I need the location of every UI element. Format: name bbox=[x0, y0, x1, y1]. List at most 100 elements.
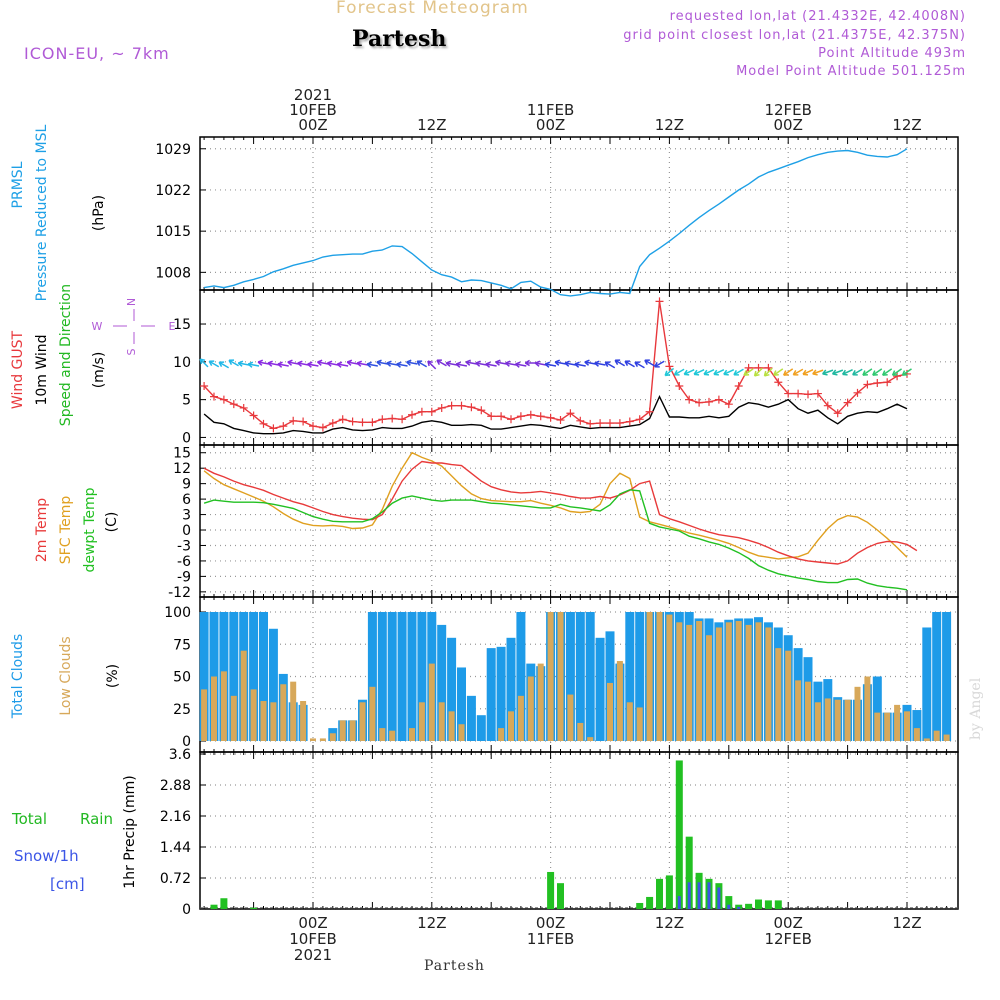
total-cloud-bar bbox=[437, 624, 447, 741]
wind-arrow-head bbox=[703, 369, 710, 376]
wind-arrow bbox=[228, 359, 239, 367]
wind-arrow bbox=[199, 358, 209, 368]
gust-marker bbox=[348, 417, 357, 426]
rain-bar bbox=[557, 883, 564, 909]
gust-marker bbox=[487, 412, 496, 421]
wind-arrow bbox=[564, 362, 576, 366]
wind-arrow-head bbox=[307, 361, 313, 368]
wind-arrow-head bbox=[427, 360, 433, 367]
wind-arrow-head bbox=[831, 369, 838, 376]
tsfc-label: SFC Temp bbox=[58, 496, 74, 565]
wind-arrow-head bbox=[199, 358, 206, 365]
wind-arrow-head bbox=[514, 361, 521, 368]
wind-arrow bbox=[872, 368, 883, 376]
low-cloud-bar bbox=[300, 701, 307, 741]
wind-arrow-head bbox=[733, 370, 739, 376]
ytick-label: 1.44 bbox=[160, 840, 191, 856]
rain-bar bbox=[755, 899, 762, 909]
wind-arrow-head bbox=[277, 361, 283, 368]
lcc-label: Low Clouds bbox=[58, 636, 74, 715]
slp-unit: (hPa) bbox=[91, 195, 107, 231]
gust-marker bbox=[497, 412, 506, 421]
slp-label-1: PRMSL bbox=[10, 161, 26, 208]
low-cloud-bar bbox=[874, 712, 881, 741]
wind-arrow bbox=[614, 359, 626, 367]
wind-arrow bbox=[554, 361, 567, 365]
wind-arrow bbox=[515, 363, 527, 367]
total-cloud-bar bbox=[249, 612, 259, 741]
wind-arrow bbox=[654, 360, 665, 368]
total-cloud-bar bbox=[575, 612, 585, 741]
wind-arrow bbox=[208, 360, 220, 368]
wind-arrow bbox=[446, 362, 458, 366]
panel-frame bbox=[199, 444, 959, 598]
low-cloud-bar bbox=[389, 730, 396, 741]
bottom-time-label: 12Z bbox=[655, 914, 684, 932]
wind-arrow bbox=[594, 362, 606, 366]
td-label: dewpt Temp bbox=[82, 487, 98, 572]
total-cloud-bar bbox=[476, 715, 486, 741]
low-cloud-bar bbox=[646, 612, 653, 741]
total-cloud-bar bbox=[496, 646, 506, 741]
top-time-label: 11FEB bbox=[527, 101, 574, 119]
gust-marker bbox=[388, 414, 397, 423]
wind-arrow bbox=[792, 368, 804, 376]
gust-marker bbox=[546, 413, 555, 422]
bottom-time-label: 2021 bbox=[294, 946, 332, 964]
panel-frame bbox=[199, 289, 959, 446]
wind-arrow-head bbox=[693, 369, 700, 376]
low-cloud-bar bbox=[626, 702, 633, 741]
wind-arrow-head bbox=[783, 370, 789, 376]
location-title: Partesh bbox=[352, 26, 447, 52]
compass-e: E bbox=[169, 320, 176, 333]
top-time-label: 12Z bbox=[417, 116, 446, 134]
gust-marker bbox=[378, 415, 387, 424]
snow-bar bbox=[727, 904, 731, 909]
rain-label-rain: Rain bbox=[80, 810, 113, 828]
wind-arrow bbox=[485, 363, 497, 367]
rain-bar bbox=[210, 904, 218, 909]
gust-marker bbox=[823, 401, 832, 410]
rain-bar bbox=[764, 900, 772, 909]
ytick-label: -12 bbox=[168, 585, 191, 601]
gust-marker bbox=[556, 416, 565, 425]
rain-label-total: Total bbox=[11, 810, 47, 828]
wind-arrow bbox=[327, 362, 339, 366]
gust-marker bbox=[200, 382, 209, 391]
pressure-line bbox=[203, 148, 908, 297]
wind-arrow bbox=[436, 359, 447, 367]
product-title: Forecast Meteogram bbox=[336, 0, 529, 18]
snow-bar bbox=[687, 882, 691, 909]
wind-arrow-head bbox=[406, 359, 412, 366]
gust-marker bbox=[764, 363, 773, 372]
total-cloud-bar bbox=[506, 637, 516, 741]
total-cloud-bar bbox=[229, 612, 239, 741]
total-cloud-bar bbox=[516, 612, 526, 741]
total-cloud-bar bbox=[486, 648, 496, 741]
wind-arrow bbox=[505, 362, 517, 366]
ytick-label: 0 bbox=[182, 523, 191, 539]
snow-bar bbox=[737, 906, 741, 909]
bottom-time-label: 00Z bbox=[536, 914, 565, 932]
gust-marker bbox=[606, 419, 614, 428]
top-time-label: 2021 bbox=[294, 86, 332, 104]
low-cloud-bar bbox=[517, 695, 524, 741]
wind-arrow-head bbox=[812, 369, 818, 376]
rain-bar bbox=[665, 875, 673, 909]
low-cloud-bar bbox=[438, 702, 445, 741]
wind-arrow-head bbox=[713, 369, 719, 376]
low-cloud-bar bbox=[557, 612, 564, 741]
wind-arrow bbox=[584, 361, 596, 365]
wind-arrow bbox=[317, 361, 329, 365]
low-cloud-bar bbox=[715, 627, 722, 741]
wind-speed-line bbox=[203, 394, 908, 435]
gust-marker bbox=[309, 422, 317, 431]
low-cloud-bar bbox=[656, 612, 663, 741]
total-cloud-bar bbox=[367, 612, 377, 741]
low-cloud-bar bbox=[686, 624, 693, 741]
wind-arrow bbox=[634, 361, 645, 369]
gust-marker bbox=[269, 424, 278, 433]
wind-arrow bbox=[545, 363, 557, 367]
wind-arrow-head bbox=[436, 359, 442, 365]
wind-arrow bbox=[366, 363, 378, 367]
